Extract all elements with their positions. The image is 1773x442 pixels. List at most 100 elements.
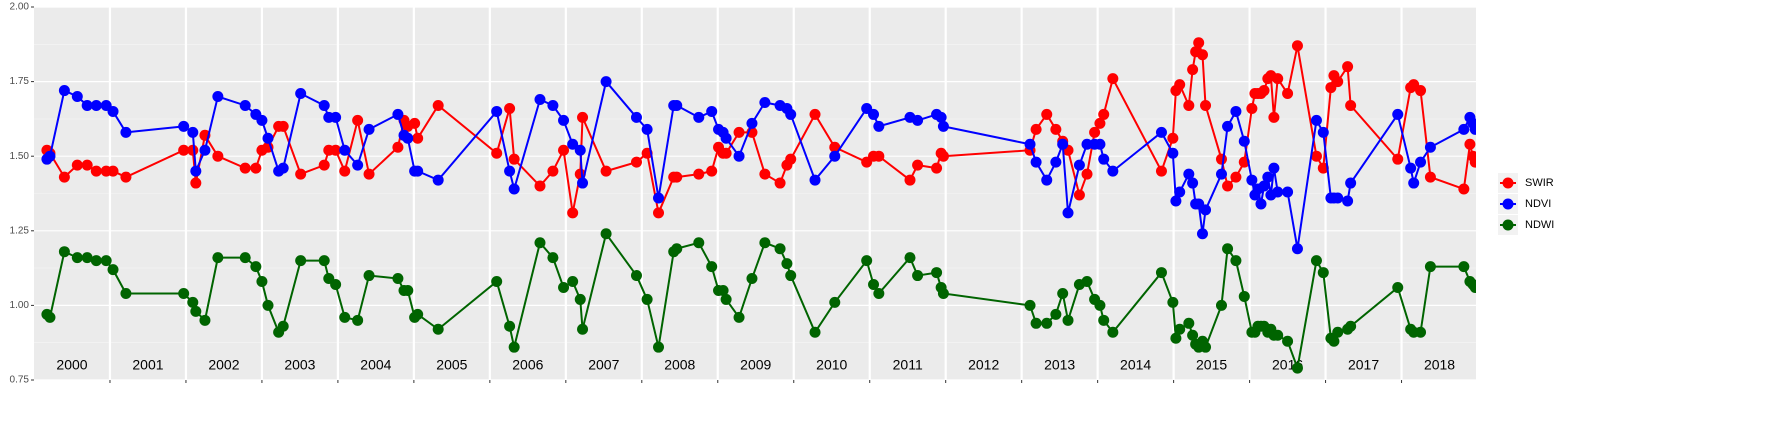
data-point bbox=[262, 299, 274, 311]
data-point bbox=[1415, 326, 1427, 338]
data-point bbox=[1155, 267, 1167, 279]
data-point bbox=[567, 138, 579, 150]
data-point bbox=[600, 76, 612, 88]
data-point bbox=[1024, 138, 1036, 150]
data-point bbox=[1415, 156, 1427, 168]
data-point bbox=[1170, 332, 1182, 344]
legend-label: SWIR bbox=[1525, 177, 1554, 189]
data-point bbox=[491, 147, 503, 159]
data-point bbox=[547, 165, 559, 177]
data-point bbox=[1041, 174, 1053, 186]
data-point bbox=[1272, 73, 1284, 85]
data-point bbox=[1310, 255, 1322, 267]
data-point bbox=[671, 99, 683, 111]
data-point bbox=[733, 311, 745, 323]
data-point bbox=[58, 171, 70, 183]
data-point bbox=[547, 252, 559, 264]
data-point bbox=[1282, 186, 1294, 198]
data-point bbox=[1246, 102, 1258, 114]
data-point bbox=[641, 123, 653, 135]
data-point bbox=[1215, 168, 1227, 180]
data-point bbox=[1310, 150, 1322, 162]
data-point bbox=[1317, 126, 1329, 138]
data-point bbox=[1332, 326, 1344, 338]
data-point bbox=[868, 279, 880, 291]
data-point bbox=[1392, 153, 1404, 165]
data-point bbox=[1030, 317, 1042, 329]
data-point bbox=[1332, 76, 1344, 88]
data-point bbox=[187, 144, 199, 156]
data-point bbox=[432, 99, 444, 111]
data-point bbox=[412, 165, 424, 177]
data-point bbox=[212, 91, 224, 103]
data-point bbox=[720, 293, 732, 305]
data-point bbox=[1196, 49, 1208, 61]
data-point bbox=[1464, 138, 1476, 150]
data-point bbox=[809, 108, 821, 120]
data-point bbox=[774, 177, 786, 189]
data-point bbox=[190, 177, 202, 189]
data-point bbox=[1030, 123, 1042, 135]
data-point bbox=[107, 105, 119, 117]
data-point bbox=[693, 168, 705, 180]
data-point bbox=[558, 281, 570, 293]
data-point bbox=[1183, 99, 1195, 111]
data-point bbox=[187, 296, 199, 308]
data-point bbox=[402, 132, 414, 144]
data-point bbox=[1174, 79, 1186, 91]
data-point bbox=[1050, 156, 1062, 168]
data-point bbox=[412, 308, 424, 320]
data-point bbox=[706, 261, 718, 273]
data-point bbox=[1408, 177, 1420, 189]
data-point bbox=[1183, 317, 1195, 329]
data-point bbox=[1405, 162, 1417, 174]
data-point bbox=[1200, 341, 1212, 353]
data-point bbox=[120, 126, 132, 138]
data-point bbox=[1282, 335, 1294, 347]
data-point bbox=[1230, 171, 1242, 183]
data-point bbox=[187, 126, 199, 138]
data-point bbox=[1073, 189, 1085, 201]
data-point bbox=[339, 311, 351, 323]
x-tick-label: 2003 bbox=[284, 357, 315, 373]
data-point bbox=[1098, 108, 1110, 120]
data-point bbox=[90, 255, 102, 267]
data-point bbox=[693, 111, 705, 123]
y-tick-label: 2.00 bbox=[10, 2, 30, 13]
data-point bbox=[600, 165, 612, 177]
data-point bbox=[1469, 156, 1476, 168]
y-tick-label: 1.25 bbox=[10, 225, 30, 236]
data-point bbox=[759, 237, 771, 249]
data-point bbox=[1167, 132, 1179, 144]
data-point bbox=[120, 171, 132, 183]
data-point bbox=[733, 150, 745, 162]
data-point bbox=[534, 180, 546, 192]
data-point bbox=[534, 94, 546, 106]
data-point bbox=[178, 144, 190, 156]
legend-marker bbox=[1502, 198, 1514, 210]
data-point bbox=[1081, 168, 1093, 180]
data-point bbox=[352, 314, 364, 326]
data-point bbox=[71, 91, 83, 103]
data-point bbox=[363, 168, 375, 180]
data-point bbox=[1155, 126, 1167, 138]
data-point bbox=[574, 293, 586, 305]
x-tick-label: 2007 bbox=[588, 357, 619, 373]
data-point bbox=[199, 144, 211, 156]
data-point bbox=[178, 120, 190, 132]
data-point bbox=[1167, 147, 1179, 159]
data-point bbox=[90, 99, 102, 111]
data-point bbox=[81, 159, 93, 171]
data-point bbox=[250, 261, 262, 273]
data-point bbox=[339, 165, 351, 177]
data-point bbox=[352, 159, 364, 171]
data-point bbox=[256, 276, 268, 288]
data-point bbox=[58, 246, 70, 258]
data-point bbox=[339, 144, 351, 156]
data-point bbox=[630, 270, 642, 282]
data-point bbox=[1062, 207, 1074, 219]
data-point bbox=[1222, 180, 1234, 192]
x-tick-label: 2002 bbox=[208, 357, 239, 373]
data-point bbox=[330, 144, 342, 156]
data-point bbox=[931, 162, 943, 174]
